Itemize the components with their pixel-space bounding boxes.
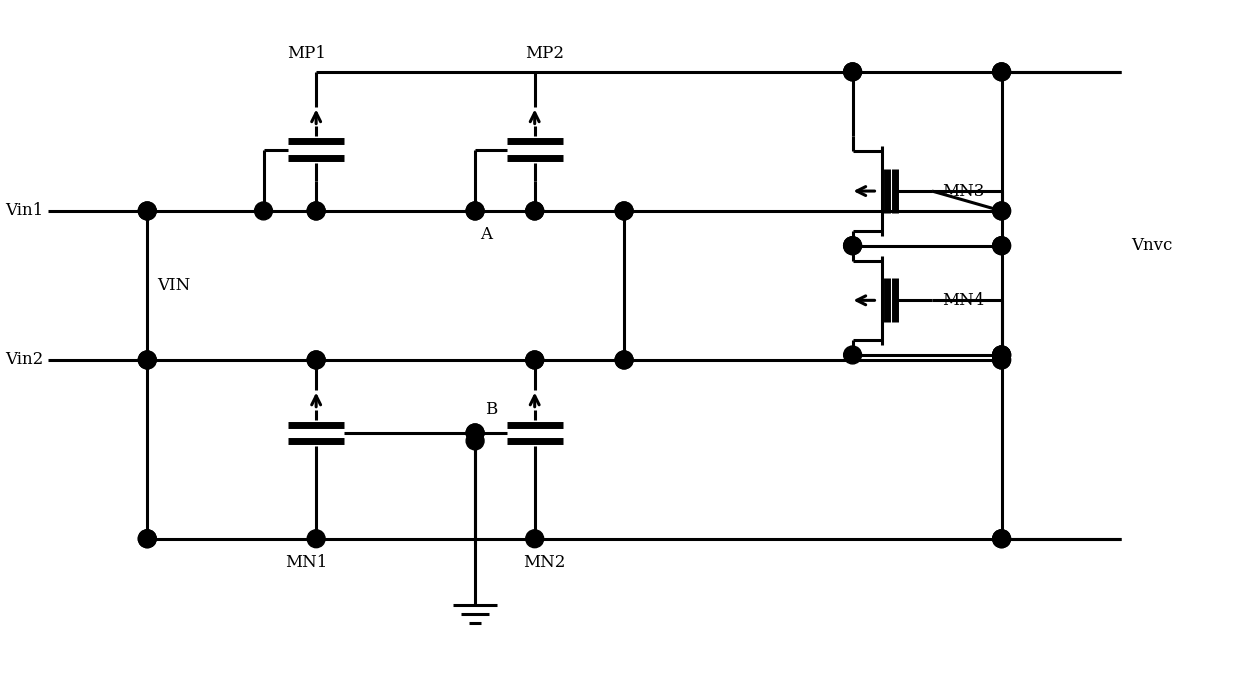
Circle shape <box>993 63 1011 80</box>
Text: Vin2: Vin2 <box>5 351 43 368</box>
Circle shape <box>466 202 484 220</box>
Circle shape <box>526 202 543 220</box>
Circle shape <box>993 237 1011 255</box>
Circle shape <box>993 530 1011 547</box>
Text: VIN: VIN <box>157 277 191 294</box>
Circle shape <box>466 432 484 450</box>
Circle shape <box>139 530 156 547</box>
Circle shape <box>993 237 1011 255</box>
Circle shape <box>254 202 273 220</box>
Text: Vin1: Vin1 <box>5 202 43 219</box>
Circle shape <box>526 202 543 220</box>
Circle shape <box>308 202 325 220</box>
Circle shape <box>466 202 484 220</box>
Circle shape <box>139 351 156 369</box>
Circle shape <box>615 202 634 220</box>
Circle shape <box>615 202 634 220</box>
Circle shape <box>139 202 156 220</box>
Circle shape <box>843 63 862 80</box>
Text: Vnvc: Vnvc <box>1131 237 1172 254</box>
Text: MN4: MN4 <box>942 292 985 309</box>
Circle shape <box>993 351 1011 369</box>
Text: MN1: MN1 <box>285 554 327 570</box>
Circle shape <box>843 237 862 255</box>
Circle shape <box>843 63 862 80</box>
Circle shape <box>139 530 156 547</box>
Circle shape <box>993 63 1011 80</box>
Circle shape <box>466 424 484 442</box>
Circle shape <box>993 351 1011 369</box>
Circle shape <box>308 351 325 369</box>
Circle shape <box>526 351 543 369</box>
Circle shape <box>993 530 1011 547</box>
Circle shape <box>526 530 543 547</box>
Text: MP1: MP1 <box>286 45 326 62</box>
Circle shape <box>615 351 634 369</box>
Circle shape <box>843 346 862 364</box>
Circle shape <box>308 202 325 220</box>
Text: MN3: MN3 <box>942 183 985 200</box>
Circle shape <box>993 202 1011 220</box>
Text: MP2: MP2 <box>525 45 564 62</box>
Circle shape <box>139 351 156 369</box>
Circle shape <box>466 424 484 442</box>
Circle shape <box>139 202 156 220</box>
Circle shape <box>993 202 1011 220</box>
Text: MN2: MN2 <box>523 554 565 570</box>
Circle shape <box>993 346 1011 364</box>
Text: A: A <box>480 226 492 243</box>
Text: B: B <box>485 401 497 418</box>
Circle shape <box>993 346 1011 364</box>
Circle shape <box>526 351 543 369</box>
Circle shape <box>308 351 325 369</box>
Circle shape <box>843 237 862 255</box>
Circle shape <box>993 346 1011 364</box>
Circle shape <box>308 530 325 547</box>
Circle shape <box>615 351 634 369</box>
